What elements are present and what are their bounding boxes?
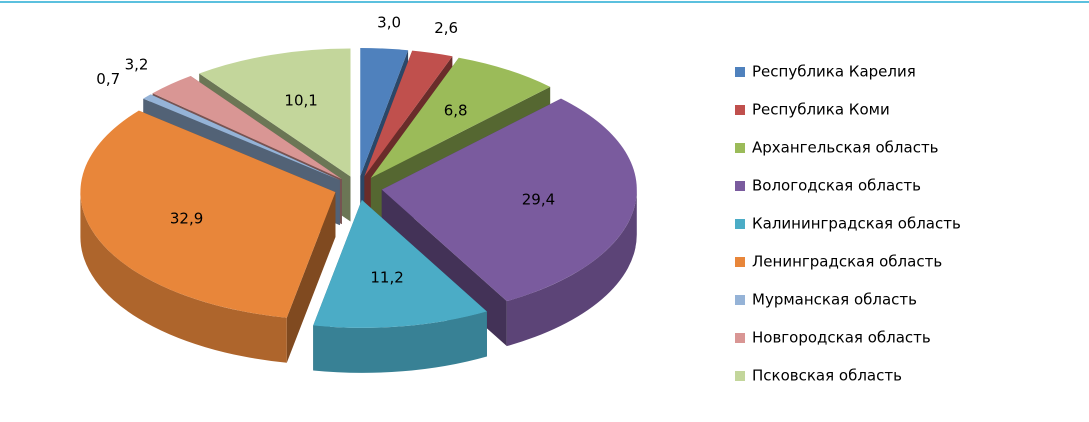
slice — [143, 94, 340, 181]
legend-swatch — [735, 143, 745, 153]
data-label: 32,9 — [170, 209, 203, 227]
legend-swatch — [735, 333, 745, 343]
slice-side — [506, 189, 637, 347]
slice-side — [313, 311, 487, 373]
slice-side — [80, 192, 287, 363]
legend-swatch — [735, 257, 745, 267]
slice-group — [313, 199, 487, 373]
slice — [364, 50, 453, 177]
legend-swatch — [735, 67, 745, 77]
data-label: 3,0 — [377, 14, 401, 32]
legend-swatch — [735, 295, 745, 305]
legend-label: Калининградская область — [752, 215, 961, 233]
slice-group — [80, 110, 336, 363]
legend-swatch — [735, 105, 745, 115]
data-label: 11,2 — [370, 269, 403, 287]
legend-label: Вологодская область — [752, 177, 921, 195]
legend-label: Республика Коми — [752, 101, 890, 119]
slice — [313, 199, 487, 328]
data-label: 10,1 — [284, 92, 317, 110]
data-label: 6,8 — [444, 101, 468, 119]
legend-label: Новгородская область — [752, 329, 931, 347]
legend-swatch — [735, 371, 745, 381]
legend-label: Архангельская область — [752, 139, 939, 157]
slice — [152, 76, 342, 180]
legend-swatch — [735, 181, 745, 191]
legend-label: Республика Карелия — [752, 63, 916, 81]
data-label: 0,7 — [96, 70, 120, 88]
legend-swatch — [735, 219, 745, 229]
slice — [199, 48, 351, 177]
data-label: 2,6 — [434, 19, 458, 37]
legend-label: Псковская область — [752, 367, 902, 385]
data-label: 29,4 — [522, 191, 555, 209]
slice — [80, 110, 336, 318]
legend-label: Мурманская область — [752, 291, 917, 309]
slice — [370, 57, 551, 178]
legend-label: Ленинградская область — [752, 253, 942, 271]
slice — [360, 48, 409, 177]
data-label: 3,2 — [125, 56, 149, 74]
slice-side — [286, 192, 336, 363]
slice — [381, 98, 637, 302]
